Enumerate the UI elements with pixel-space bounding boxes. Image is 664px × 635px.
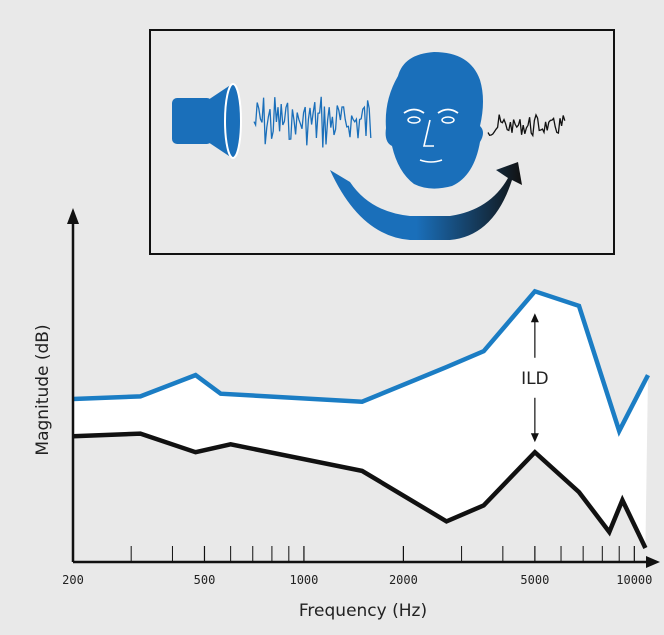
y-axis: Magnitude (dB) (33, 208, 79, 562)
series-lower-line (72, 431, 648, 549)
noise-waveform-received (487, 113, 566, 138)
x-tick-label: 10000 (616, 573, 652, 587)
series-upper-line (72, 288, 651, 437)
head-shadow-arrow (330, 162, 522, 240)
x-tick-label: 5000 (520, 573, 549, 587)
loudspeaker-icon (172, 83, 242, 159)
x-axis-tick-labels: 200 500 1000 2000 5000 10000 (62, 573, 652, 587)
chart: 200 500 1000 2000 5000 10000 Frequency (Hz) M… (33, 208, 660, 621)
y-axis-title: Magnitude (dB) (33, 324, 53, 455)
x-axis: 200 500 1000 2000 5000 10000 Frequency (Hz) (62, 546, 660, 621)
noise-waveform-source (253, 96, 372, 148)
illustration-inset (149, 29, 615, 255)
x-tick-label: 500 (194, 573, 216, 587)
x-axis-title: Frequency (Hz) (299, 601, 427, 621)
x-tick-label: 200 (62, 573, 84, 587)
x-tick-label: 2000 (389, 573, 418, 587)
y-axis-arrowhead (67, 208, 79, 224)
listener-head-icon (385, 52, 483, 189)
x-axis-arrowhead (646, 556, 660, 568)
ild-arrowhead-up (530, 313, 539, 323)
ild-arrowhead-down (530, 433, 539, 443)
ild-annotation: ILD (521, 313, 549, 443)
ild-label: ILD (521, 369, 549, 389)
x-tick-label: 1000 (289, 573, 318, 587)
